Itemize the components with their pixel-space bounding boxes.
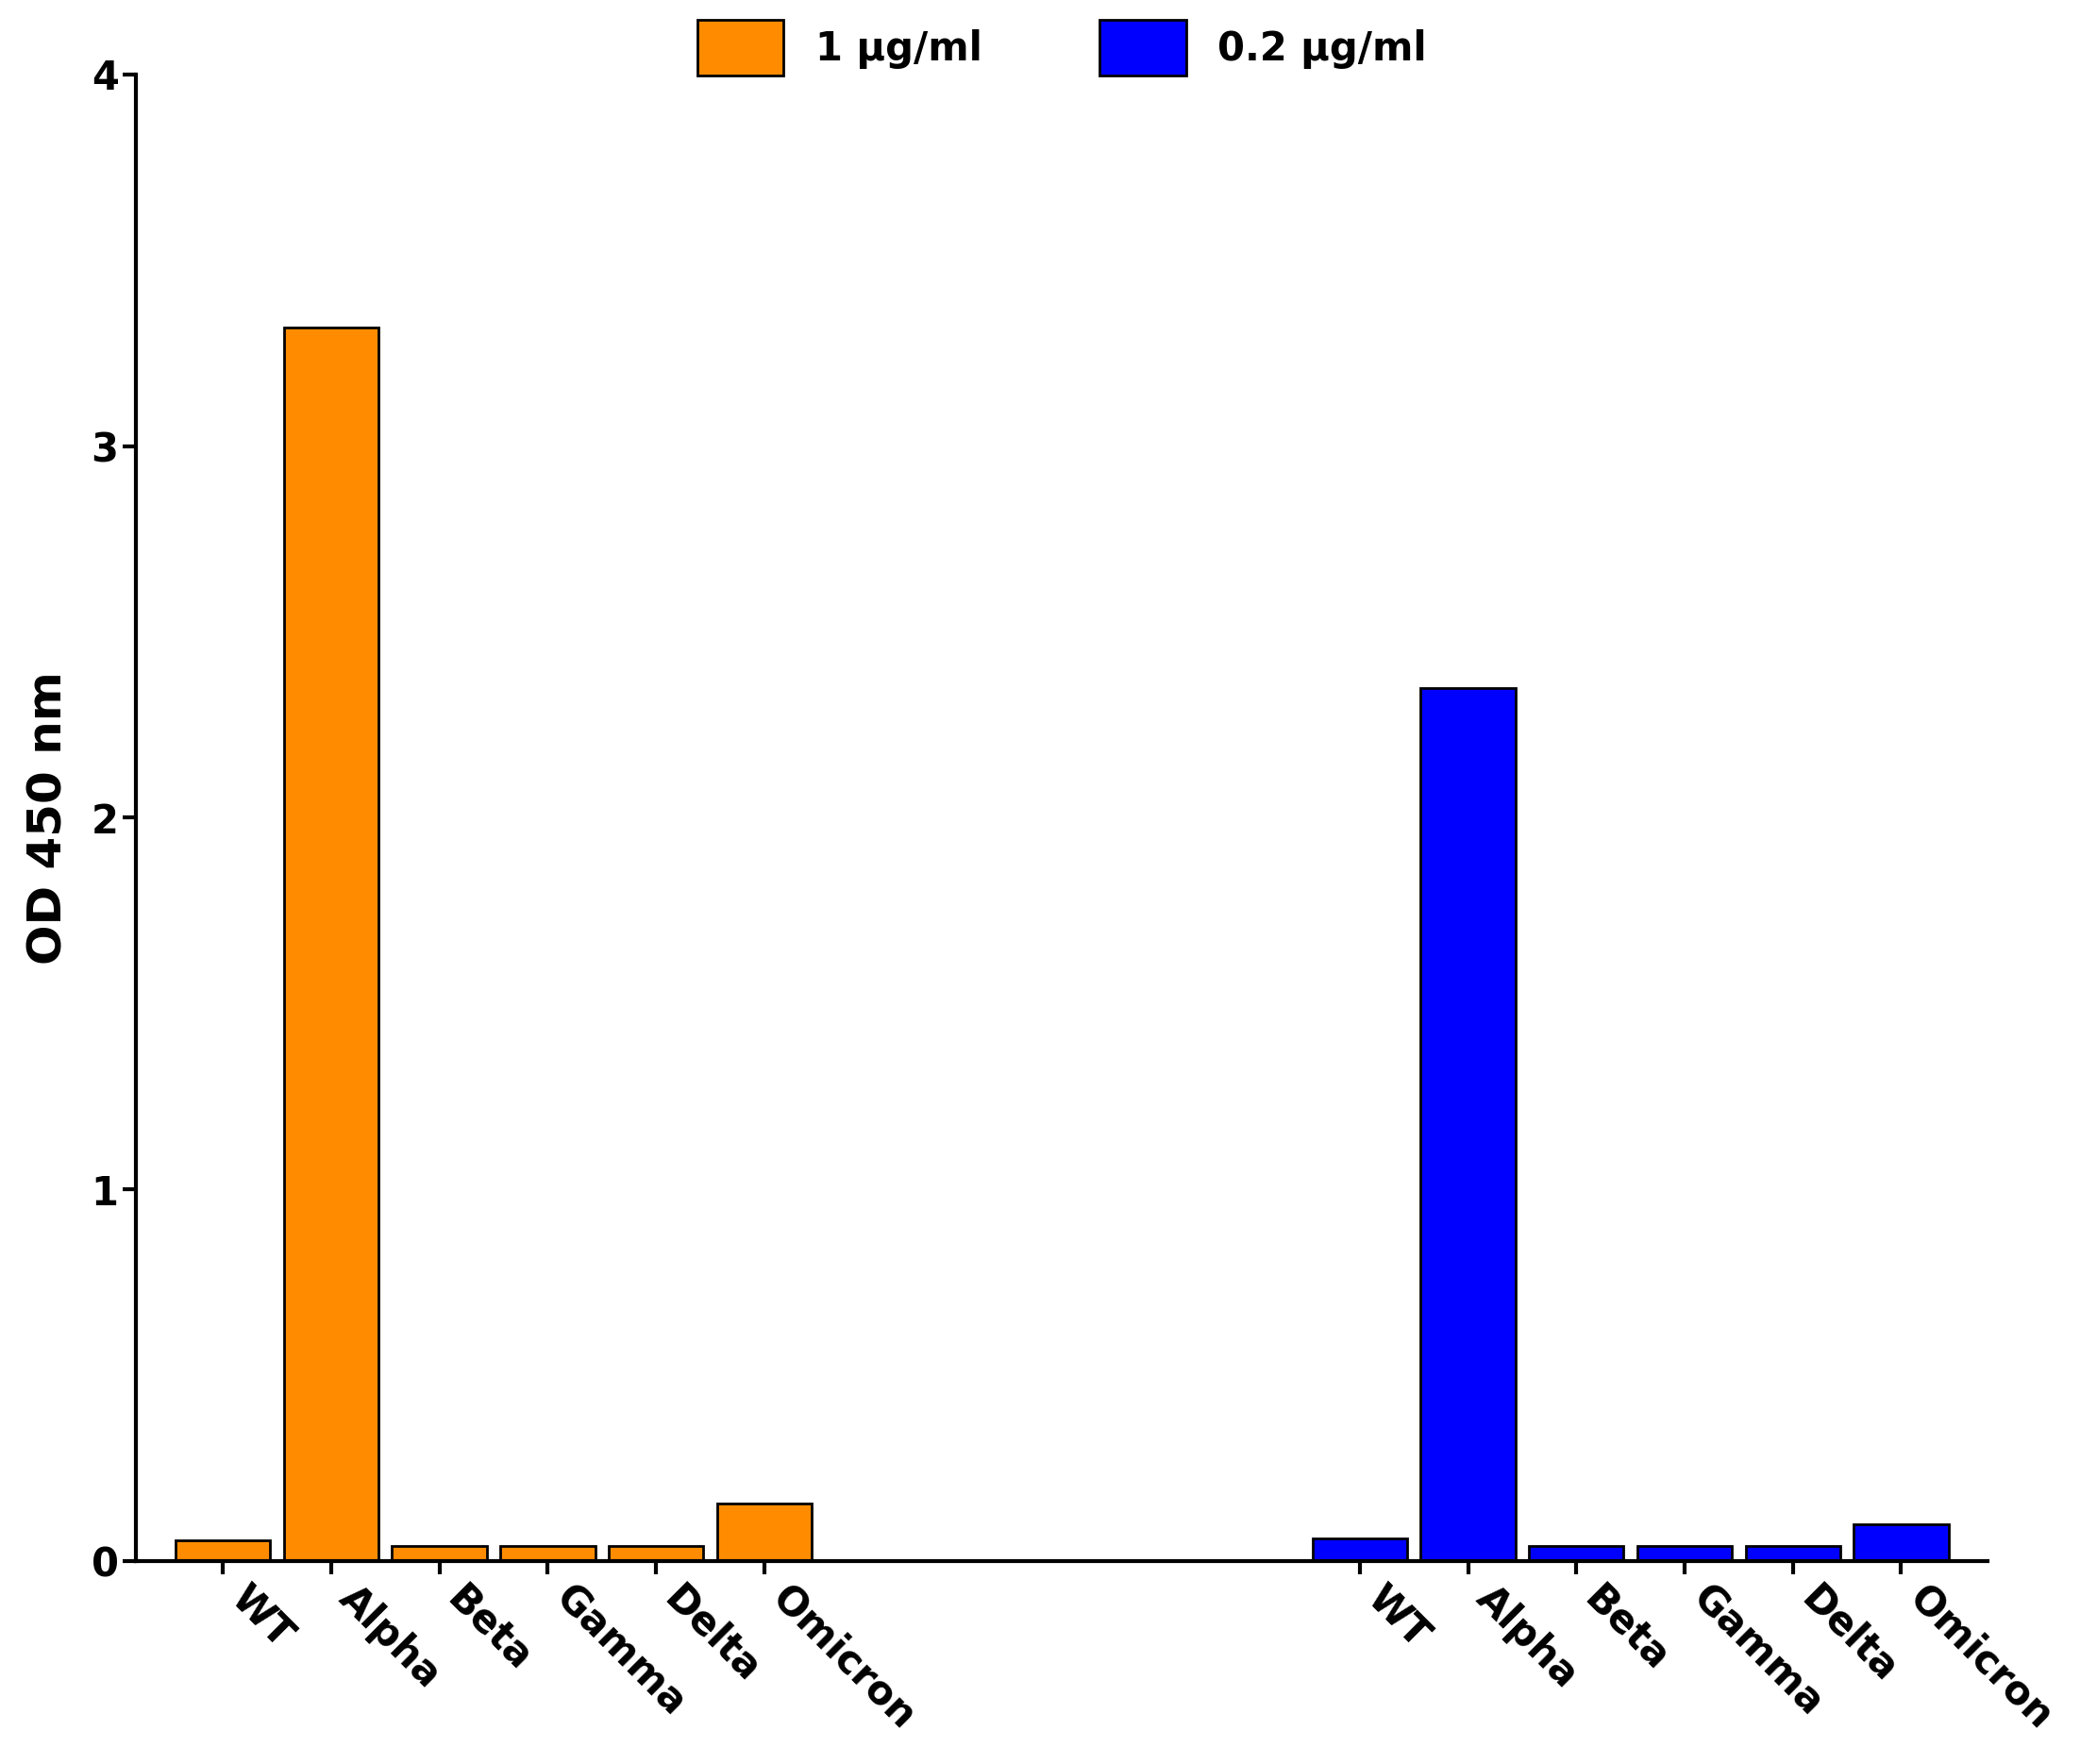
Bar (176, 1540, 271, 1561)
Y-axis label: OD 450 nm: OD 450 nm (27, 670, 71, 965)
Bar (1529, 1545, 1623, 1561)
Bar (717, 1503, 812, 1561)
Bar (283, 326, 377, 1561)
Bar (1854, 1524, 1948, 1561)
Bar (1313, 1538, 1407, 1561)
Legend: 1 μg/ml, 0.2 μg/ml: 1 μg/ml, 0.2 μg/ml (696, 19, 1426, 76)
Bar (1638, 1545, 1732, 1561)
Bar (608, 1545, 702, 1561)
Bar (1745, 1545, 1841, 1561)
Bar (392, 1545, 487, 1561)
Bar (1420, 688, 1516, 1561)
Bar (501, 1545, 596, 1561)
